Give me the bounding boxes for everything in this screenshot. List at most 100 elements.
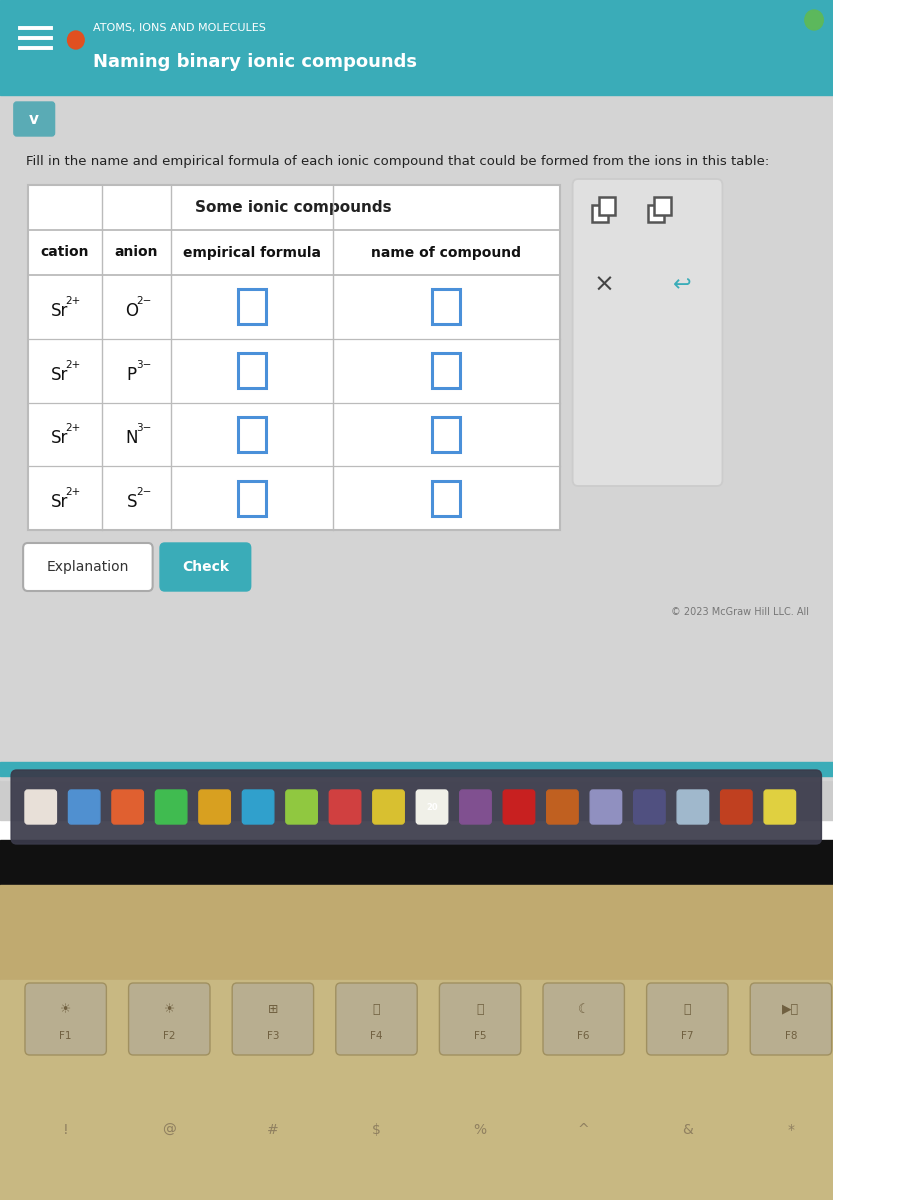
FancyBboxPatch shape: [11, 770, 822, 844]
Bar: [599, 197, 616, 215]
FancyBboxPatch shape: [634, 790, 665, 824]
FancyBboxPatch shape: [156, 790, 187, 824]
FancyBboxPatch shape: [329, 790, 361, 824]
Text: #: #: [267, 1123, 279, 1138]
FancyBboxPatch shape: [543, 983, 625, 1055]
Text: 3−: 3−: [136, 424, 151, 433]
FancyBboxPatch shape: [160, 542, 251, 590]
Text: 2+: 2+: [66, 424, 81, 433]
FancyBboxPatch shape: [460, 790, 491, 824]
Bar: [433, 289, 460, 324]
Text: cation: cation: [40, 246, 89, 259]
Text: Explanation: Explanation: [47, 560, 129, 574]
Bar: [0, 95, 832, 780]
Text: empirical formula: empirical formula: [183, 246, 321, 259]
Bar: [654, 197, 670, 215]
Bar: [433, 416, 460, 452]
Text: $: $: [372, 1123, 381, 1138]
FancyBboxPatch shape: [286, 790, 318, 824]
Text: Fill in the name and empirical formula of each ionic compound that could be form: Fill in the name and empirical formula o…: [26, 156, 770, 168]
Bar: [0, 980, 832, 1200]
Text: v: v: [29, 112, 40, 126]
Bar: [433, 353, 460, 388]
Text: S: S: [127, 493, 137, 511]
FancyBboxPatch shape: [764, 790, 796, 824]
FancyBboxPatch shape: [23, 542, 153, 590]
Text: ⊞: ⊞: [267, 1003, 278, 1016]
Text: F2: F2: [163, 1031, 176, 1042]
FancyBboxPatch shape: [25, 790, 57, 824]
Text: Some ionic compounds: Some ionic compounds: [195, 200, 392, 215]
Text: F7: F7: [681, 1031, 694, 1042]
Text: 3−: 3−: [136, 360, 151, 370]
Text: ATOMS, IONS AND MOLECULES: ATOMS, IONS AND MOLECULES: [93, 23, 266, 32]
Bar: [0, 886, 832, 980]
FancyBboxPatch shape: [417, 790, 447, 824]
Text: 20: 20: [427, 803, 437, 811]
FancyBboxPatch shape: [503, 790, 535, 824]
Text: 🎙: 🎙: [476, 1003, 484, 1016]
FancyBboxPatch shape: [546, 790, 578, 824]
Text: F6: F6: [578, 1031, 590, 1042]
Bar: [0, 840, 832, 886]
Text: 2+: 2+: [66, 487, 81, 497]
Text: N: N: [126, 430, 138, 448]
Bar: [0, 762, 832, 776]
Text: 2−: 2−: [136, 487, 151, 497]
Text: F5: F5: [474, 1031, 486, 1042]
Text: *: *: [788, 1123, 795, 1138]
Text: @: @: [162, 1123, 176, 1138]
Text: Sr: Sr: [50, 430, 68, 448]
Text: ☀: ☀: [164, 1003, 175, 1016]
Bar: [592, 204, 608, 222]
Text: Naming binary ionic compounds: Naming binary ionic compounds: [93, 53, 417, 71]
Circle shape: [68, 31, 85, 49]
FancyBboxPatch shape: [677, 790, 708, 824]
Text: F1: F1: [59, 1031, 72, 1042]
Text: Sr: Sr: [50, 493, 68, 511]
Bar: [238, 416, 266, 452]
Text: 2+: 2+: [66, 296, 81, 306]
Bar: [238, 481, 266, 516]
FancyBboxPatch shape: [68, 790, 100, 824]
Text: ^: ^: [578, 1123, 590, 1138]
Text: F3: F3: [266, 1031, 279, 1042]
FancyBboxPatch shape: [232, 983, 313, 1055]
Bar: [0, 0, 832, 820]
Text: Sr: Sr: [50, 366, 68, 384]
Text: O: O: [125, 302, 139, 320]
Bar: [238, 353, 266, 388]
Bar: [433, 481, 460, 516]
Text: ⏮: ⏮: [684, 1003, 691, 1016]
FancyBboxPatch shape: [439, 983, 521, 1055]
Text: %: %: [473, 1123, 487, 1138]
Text: name of compound: name of compound: [372, 246, 521, 259]
Text: &: &: [682, 1123, 693, 1138]
Text: ☀: ☀: [60, 1003, 71, 1016]
FancyBboxPatch shape: [590, 790, 622, 824]
Text: F4: F4: [370, 1031, 382, 1042]
FancyBboxPatch shape: [14, 102, 55, 136]
Text: F8: F8: [785, 1031, 797, 1042]
Bar: [647, 204, 663, 222]
Text: 🔍: 🔍: [373, 1003, 380, 1016]
FancyBboxPatch shape: [25, 983, 106, 1055]
Text: ▶⏸: ▶⏸: [782, 1003, 799, 1016]
FancyBboxPatch shape: [199, 790, 230, 824]
FancyBboxPatch shape: [572, 179, 723, 486]
FancyBboxPatch shape: [721, 790, 752, 824]
Text: ×: ×: [594, 272, 615, 296]
Text: 2−: 2−: [136, 296, 151, 306]
Text: © 2023 McGraw Hill LLC. All: © 2023 McGraw Hill LLC. All: [671, 607, 809, 617]
Text: 2+: 2+: [66, 360, 81, 370]
FancyBboxPatch shape: [646, 983, 728, 1055]
Text: ↩: ↩: [672, 275, 691, 295]
Circle shape: [805, 10, 824, 30]
FancyBboxPatch shape: [373, 790, 404, 824]
FancyBboxPatch shape: [242, 790, 274, 824]
Bar: [0, 0, 832, 95]
Text: anion: anion: [114, 246, 158, 259]
Text: P: P: [127, 366, 137, 384]
FancyBboxPatch shape: [336, 983, 418, 1055]
FancyBboxPatch shape: [129, 983, 210, 1055]
